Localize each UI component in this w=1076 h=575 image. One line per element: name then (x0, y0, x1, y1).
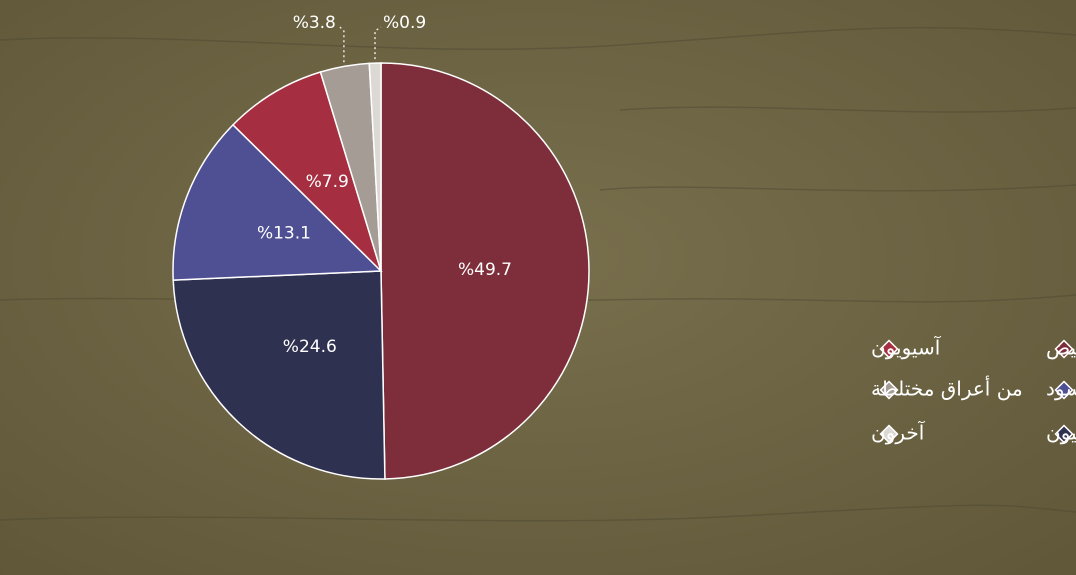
legend-label: من أعراق مختلطة (871, 376, 1023, 401)
legend: بيض مكسيكيون سود آسيويون من أعراق مختلطة آخرو… (871, 335, 1076, 445)
value-label: %7.9 (306, 172, 349, 192)
value-label: %3.8 (293, 13, 336, 33)
legend-marker (879, 380, 899, 400)
legend-label: آخرون (871, 420, 926, 445)
legend-label: بيض (1046, 336, 1076, 360)
pie-slice (380, 62, 590, 480)
pie-slice (368, 62, 382, 272)
value-label: %0.9 (383, 13, 426, 33)
pie-slice (231, 71, 382, 272)
leader-line (339, 26, 345, 63)
legend-marker (879, 424, 899, 444)
legend-marker (1054, 339, 1074, 359)
legend-label: مكسيكيون (1046, 421, 1076, 445)
value-label: %13.1 (257, 224, 311, 244)
legend-label: آسيويون (871, 335, 942, 360)
value-label: %49.7 (458, 260, 512, 280)
pie: %49.7 %24.6 %13.1 %7.9 %3.8 %0.9 (172, 13, 590, 480)
legend-label: سود (1046, 377, 1076, 401)
pie-slice (172, 270, 386, 480)
pie-slice (172, 123, 383, 281)
legend-marker (1054, 424, 1074, 444)
legend-marker (1054, 380, 1074, 400)
value-label: %24.6 (283, 337, 337, 357)
legend-marker (879, 339, 899, 359)
